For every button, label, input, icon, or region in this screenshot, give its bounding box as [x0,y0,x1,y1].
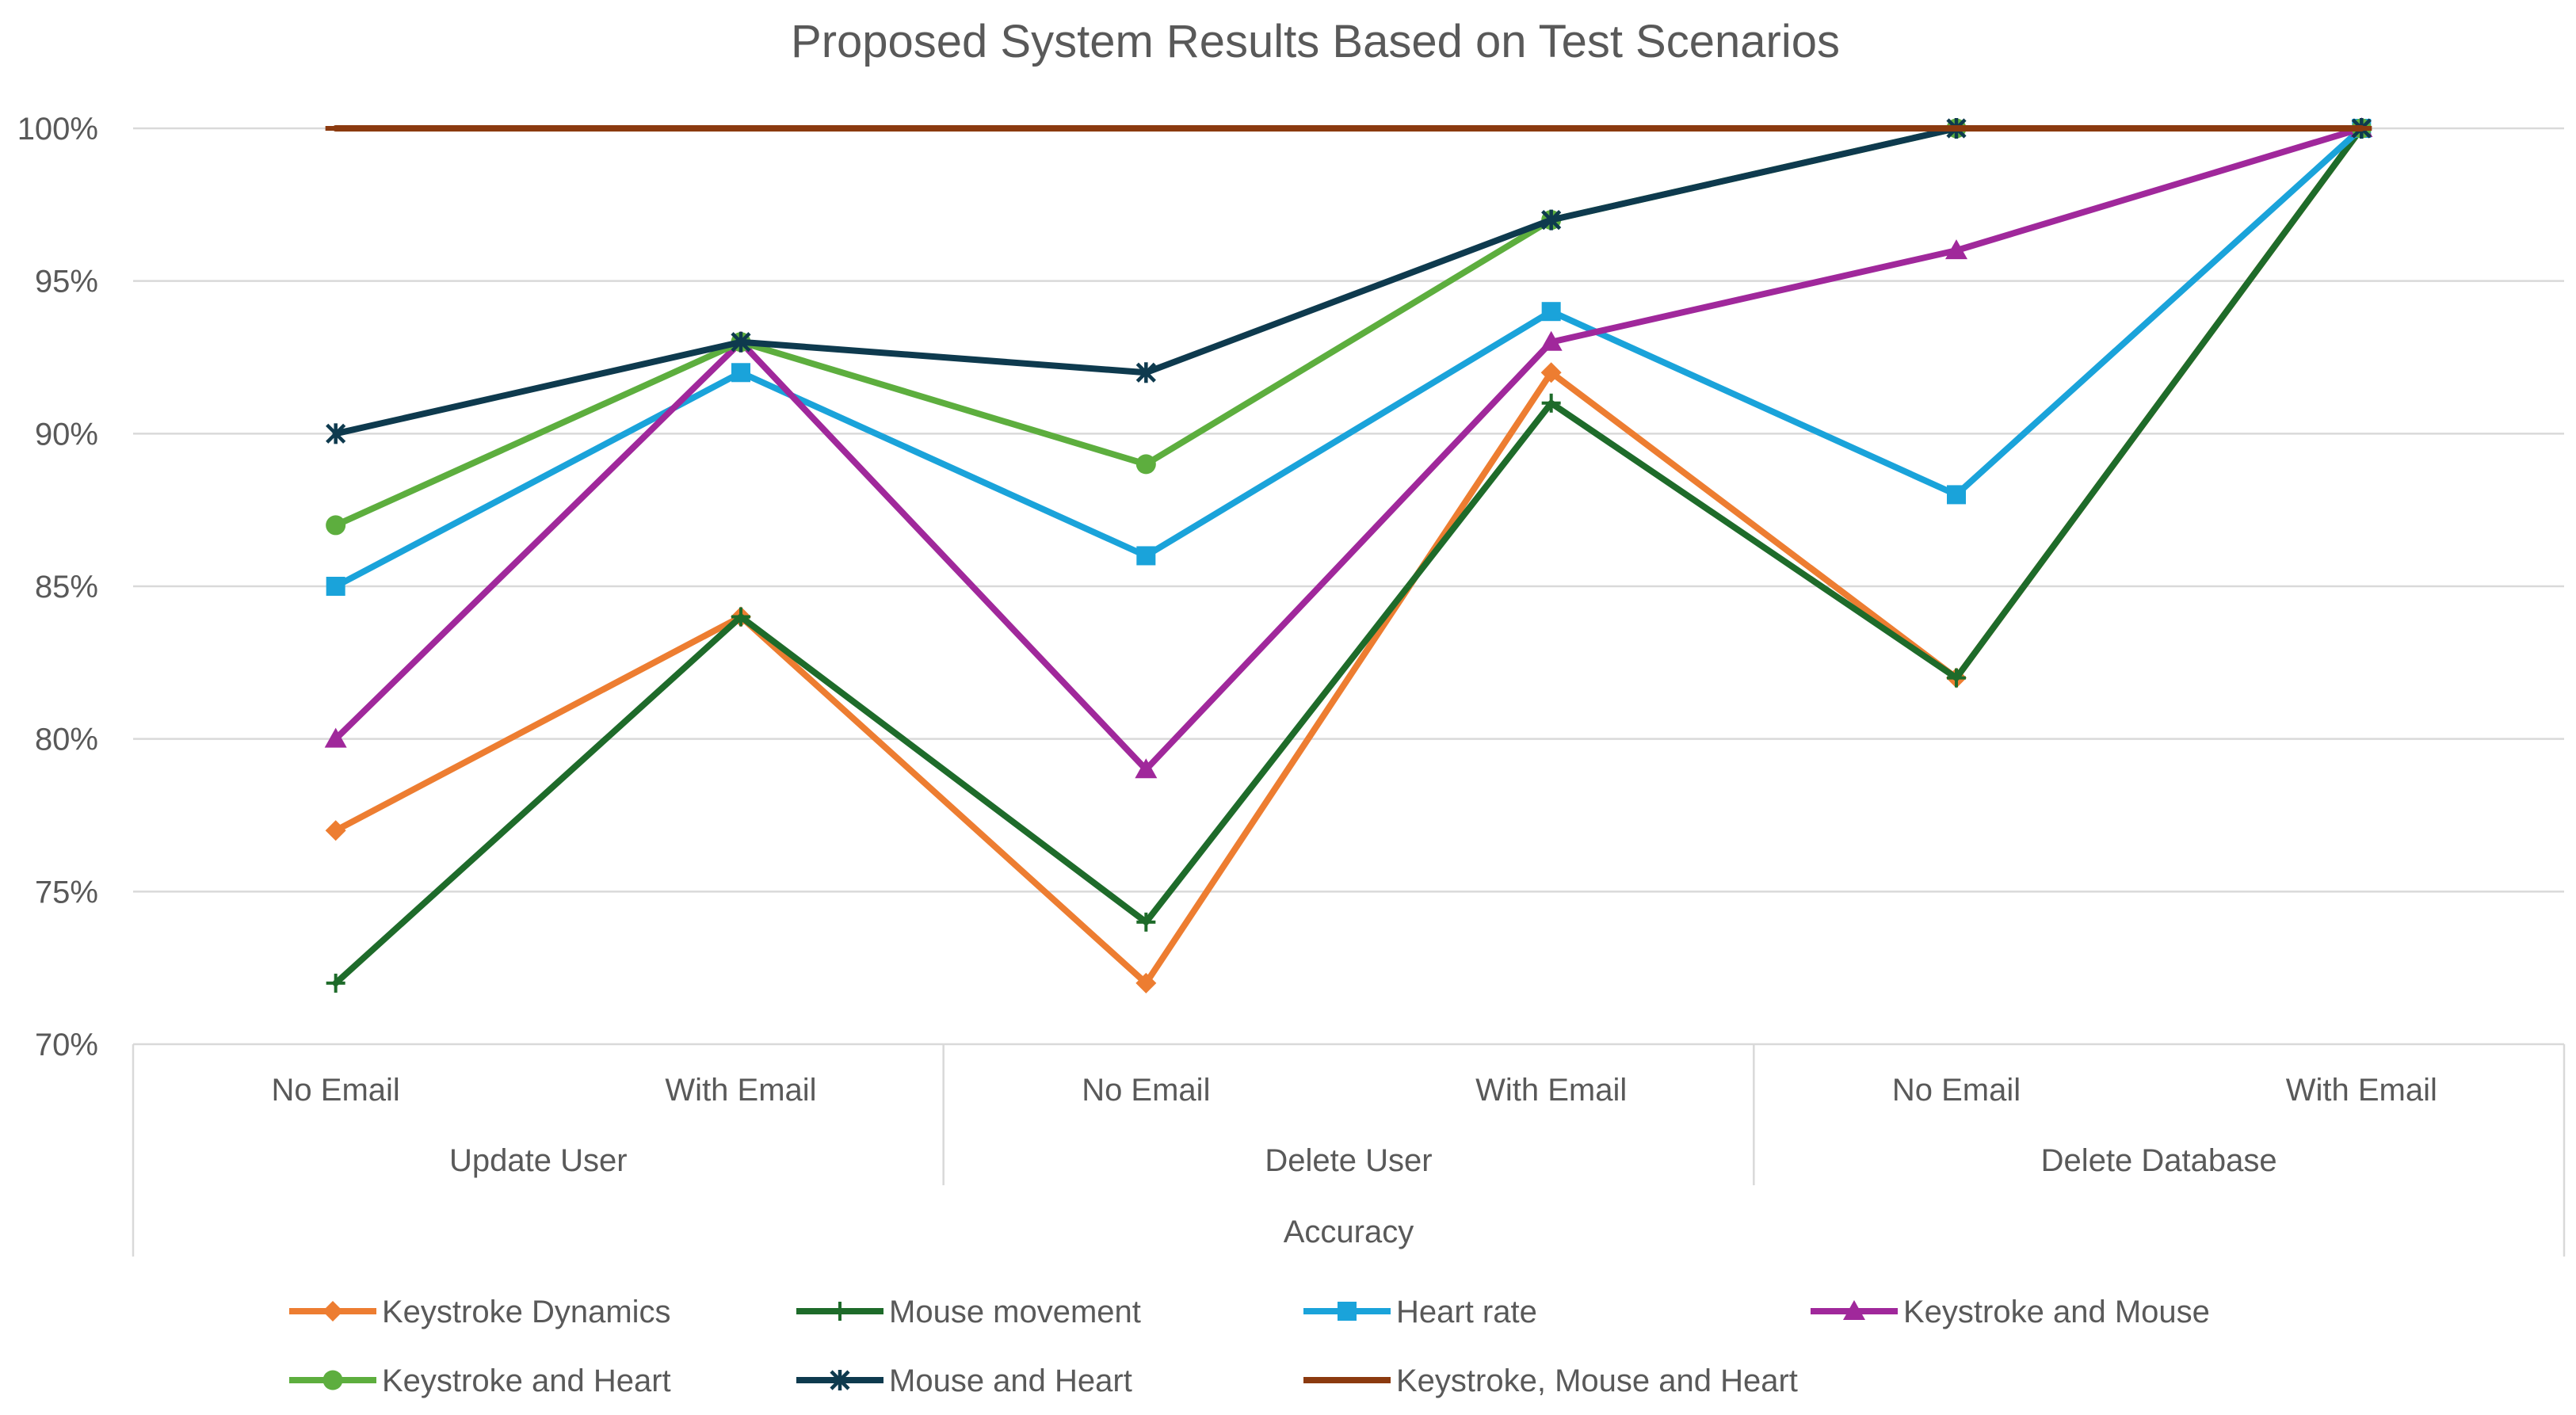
series-line [332,125,2365,986]
series-4 [326,118,2372,536]
legend-item: Heart rate [1303,1295,1537,1329]
chart-title: Proposed System Results Based on Test Sc… [791,16,1840,67]
gridlines [133,127,2564,1046]
data-point [1135,758,1158,779]
y-tick-label: 95% [35,265,98,299]
data-point [1540,330,1563,351]
data-point [1947,668,1966,688]
legend-label: Mouse movement [889,1295,1141,1329]
data-point [1541,209,1562,231]
legend-label: Keystroke and Mouse [1903,1295,2210,1329]
data-point [326,577,345,596]
data-point [325,820,346,841]
legend-item: Keystroke Dynamics [289,1295,671,1329]
legend-marker [322,1370,343,1390]
y-tick-label: 100% [17,112,98,147]
data-point [731,607,750,627]
legend-marker [830,1302,849,1321]
legend-item: Mouse movement [796,1295,1141,1329]
y-axis: 70% 75% 80% 85% 90% 95% 100% [17,112,98,1062]
data-point [326,423,346,444]
series-line [332,125,2365,528]
series-layer [324,117,2373,994]
y-tick-label: 85% [35,570,98,605]
legend-item: Keystroke, Mouse and Heart [1303,1364,1798,1398]
legend: Keystroke Dynamics Mouse movement Heart ra… [289,1295,2210,1398]
x-tick-label: With Email [665,1073,816,1108]
legend-label: Mouse and Heart [889,1364,1132,1398]
x-group-label: Delete Database [2041,1143,2277,1178]
legend-marker [1843,1300,1865,1320]
data-point [731,331,751,353]
legend-label: Keystroke, Mouse and Heart [1396,1364,1798,1398]
series-2 [326,119,2372,596]
data-point [1135,454,1156,475]
legend-label: Keystroke and Heart [382,1364,671,1398]
x-tick-label: No Email [272,1073,400,1108]
x-tick-label: No Email [1892,1073,2021,1108]
data-point [1136,546,1156,566]
data-point [731,363,750,383]
legend-item: Mouse and Heart [796,1364,1132,1398]
legend-marker [322,1301,343,1322]
y-tick-label: 90% [35,417,98,452]
data-point [1135,972,1157,994]
data-point [326,515,346,536]
data-point [1541,302,1561,322]
x-axis: Update User Delete User Delete Database No … [132,1044,2566,1257]
y-tick-label: 80% [35,723,98,757]
legend-marker [1338,1302,1357,1321]
y-tick-label: 75% [35,875,98,910]
data-point [1540,362,1562,383]
data-point [1945,239,1967,260]
x-group-label: Delete User [1265,1143,1432,1178]
legend-marker [830,1370,850,1390]
x-tick-label: With Email [1475,1073,1627,1108]
x-tick-label: With Email [2286,1073,2437,1108]
series-line [332,125,2365,773]
x-group-label: Update User [449,1143,628,1178]
data-point [1541,393,1561,413]
legend-item: Keystroke and Mouse [1811,1295,2210,1329]
x-outer-label: Accuracy [1284,1215,1414,1249]
legend-item: Keystroke and Heart [289,1364,671,1398]
data-point [324,727,347,748]
data-point [326,973,345,993]
series-line [332,125,2365,589]
x-tick-label: No Email [1082,1073,1210,1108]
legend-label: Keystroke Dynamics [382,1295,671,1329]
data-point [1947,485,1966,505]
legend-label: Heart rate [1396,1295,1537,1329]
y-tick-label: 70% [35,1028,98,1062]
data-point [1135,362,1156,383]
data-point [1136,912,1156,932]
